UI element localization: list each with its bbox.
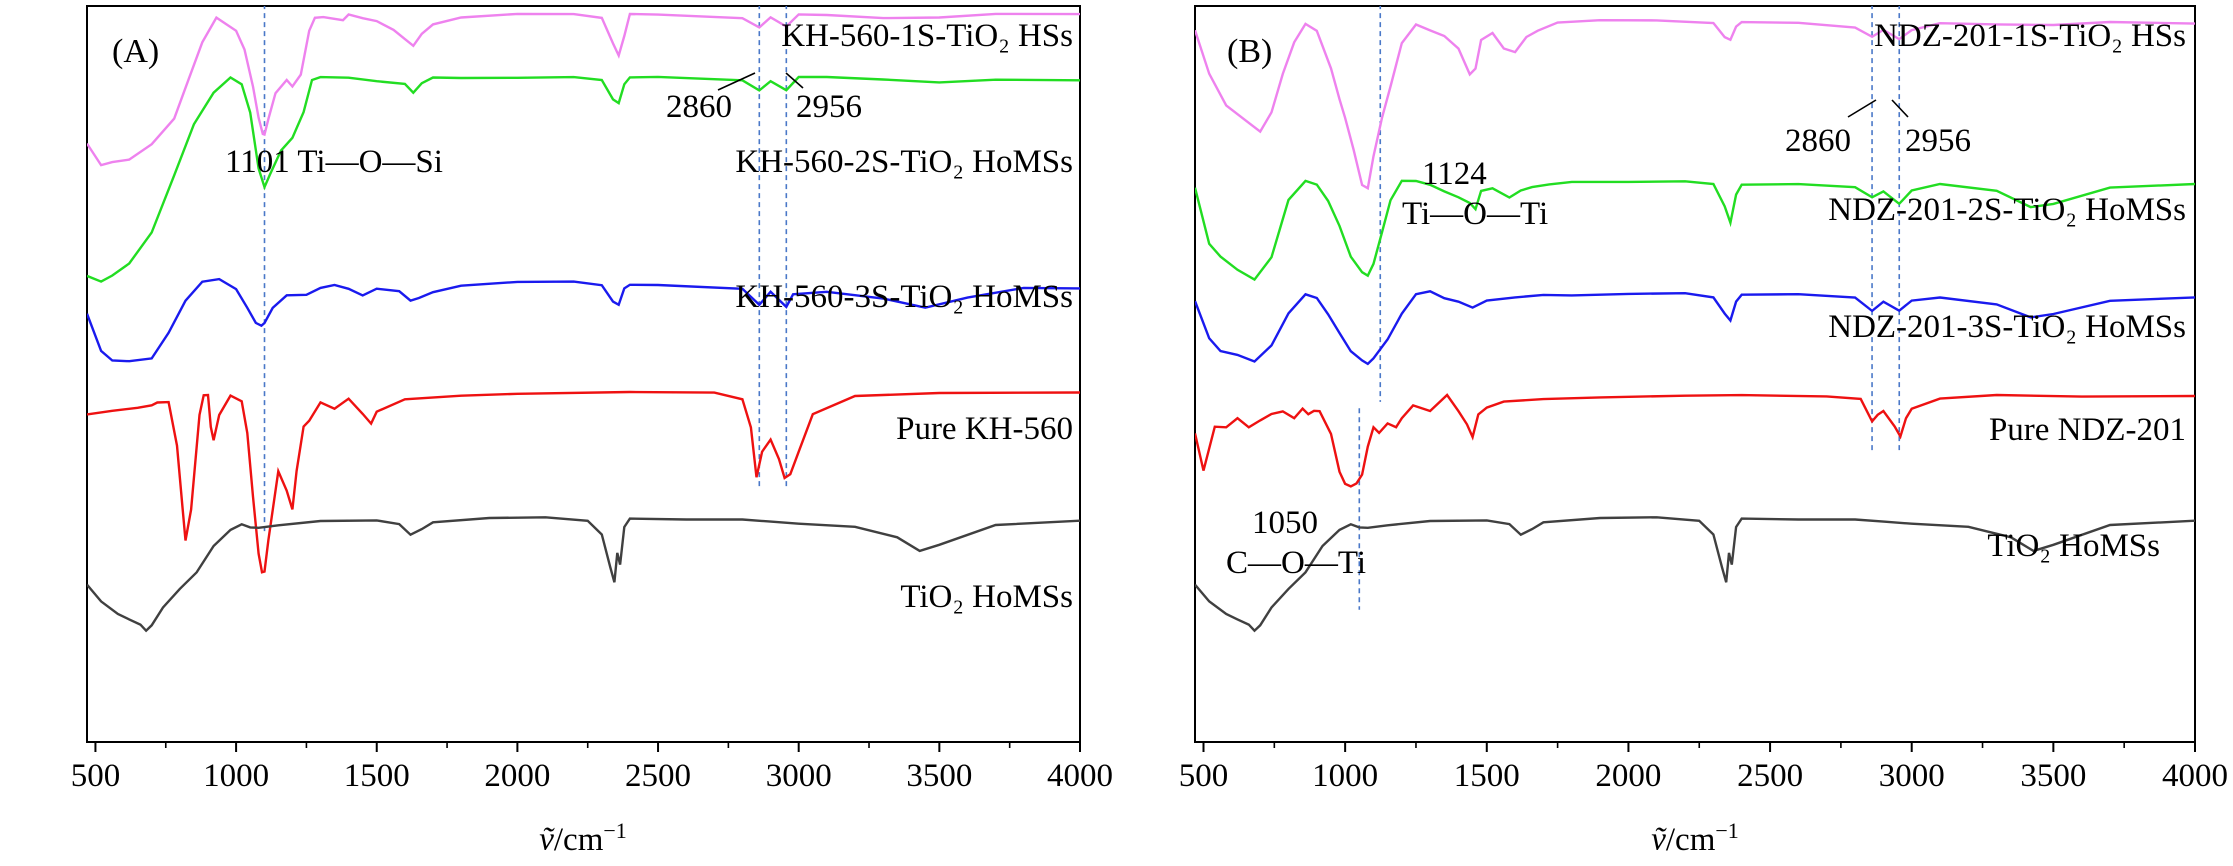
panel-b-xtick-label-1000: 1000 <box>1312 758 1378 794</box>
panel-b-xlabel-base: /cm <box>1666 822 1716 858</box>
panel-b-xtick-label-500: 500 <box>1179 758 1229 794</box>
panel-b-leader-2860 <box>1847 99 1877 118</box>
panel-a-annotation-2956: 2956 <box>796 89 862 125</box>
panel-a-annotation-1101: 1101 Ti—O—Si <box>225 144 443 180</box>
panel-b-curve-label-tio2: TiO₂ HoMSs <box>1987 528 2160 564</box>
panel-b-xtick-label-2000: 2000 <box>1595 758 1661 794</box>
panel-b-annotation-1124-number: 1124 <box>1422 156 1487 192</box>
panel-a-xlabel-nu: ṽ <box>539 822 555 858</box>
panel-a-series-tio2 <box>87 516 1080 633</box>
panel-b-curve-label-3s: NDZ-201-3S-TiO₂ HoMSs <box>1828 309 2186 345</box>
panel-a-xlabel-base: /cm <box>554 822 604 858</box>
panel-a-series-pure <box>87 390 1080 574</box>
panel-b-series-pure <box>1195 393 2195 488</box>
panel-b-annotation-1050-number: 1050 <box>1252 505 1318 541</box>
panel-b: (B) NDZ-201-1S-TiO₂ HSs NDZ-201-2S-TiO₂ … <box>1179 5 2228 859</box>
panel-a-xtick-label-1500: 1500 <box>344 758 410 794</box>
panel-a-xtick-label-2000: 2000 <box>484 758 550 794</box>
panel-b-xtick-label-2500: 2500 <box>1737 758 1803 794</box>
panel-b-x-axis: 500 1000 1500 2000 2500 3000 3500 4000 <box>1179 742 2228 794</box>
panel-a-series-2s <box>87 75 1080 283</box>
panel-a-xtick-label-4000: 4000 <box>1047 758 1113 794</box>
panel-a-leader-2956 <box>785 72 804 89</box>
panel-a-xtick-label-1000: 1000 <box>203 758 269 794</box>
panel-b-curve-label-1s: NDZ-201-1S-TiO₂ HSs <box>1874 18 2186 54</box>
panel-b-series-2s <box>1195 179 2195 282</box>
panel-b-label: (B) <box>1227 33 1272 70</box>
panel-b-annotation-2956: 2956 <box>1905 123 1971 159</box>
panel-b-xtick-label-3500: 3500 <box>2020 758 2086 794</box>
panel-a-curve-label-tio2: TiO₂ HoMSs <box>900 579 1073 615</box>
panel-a-label: (A) <box>112 33 159 70</box>
panel-a-x-axis: 500 1000 1500 2000 2500 3000 3500 4000 <box>71 742 1113 794</box>
panel-a-frame <box>86 5 1081 743</box>
panel-a-series-3s <box>87 277 1080 363</box>
panel-b-xlabel-sup: −1 <box>1715 818 1738 843</box>
panel-b-series-1s <box>1195 18 2195 191</box>
panel-a-curve-label-1s: KH-560-1S-TiO₂ HSs <box>781 18 1073 54</box>
panel-b-xlabel-nu: ṽ <box>1651 822 1667 858</box>
panel-a-xtick-label-2500: 2500 <box>625 758 691 794</box>
panel-a-curve-label-3s: KH-560-3S-TiO₂ HoMSs <box>735 279 1073 315</box>
panel-b-xtick-label-1500: 1500 <box>1454 758 1520 794</box>
panel-a-series-1s <box>87 12 1080 167</box>
panel-b-annotation-1124-bond: Ti—O—Ti <box>1402 196 1548 232</box>
panel-a-xtick-label-3500: 3500 <box>906 758 972 794</box>
panel-a-xtick-label-3000: 3000 <box>766 758 832 794</box>
panel-a-xlabel-sup: −1 <box>603 818 626 843</box>
panel-b-frame <box>1194 5 2196 743</box>
panel-b-annotation-1050: 1050 C—O—Ti <box>1226 505 1366 581</box>
panel-b-leader-2956 <box>1891 99 1909 118</box>
panel-b-xtick-label-4000: 4000 <box>2162 758 2228 794</box>
panel-a-leader-2860 <box>717 72 756 91</box>
panel-b-series-tio2 <box>1195 516 2195 633</box>
panel-a-xtick-label-500: 500 <box>71 758 121 794</box>
panel-b-xtick-label-3000: 3000 <box>1879 758 1945 794</box>
panel-b-annotation-1124: 1124 Ti—O—Ti <box>1402 156 1548 232</box>
panel-a-plot <box>87 6 1080 633</box>
panel-a-curve-label-pure: Pure KH-560 <box>896 411 1073 447</box>
panel-b-plot <box>1195 6 2195 633</box>
panel-a: (A) KH-560-1S-TiO₂ HSs KH-560-2S-TiO₂ Ho… <box>71 5 1113 859</box>
panel-b-annotation-2860: 2860 <box>1785 123 1851 159</box>
panel-a-annotation-2860: 2860 <box>666 89 732 125</box>
panel-b-annotation-1050-bond: C—O—Ti <box>1226 545 1366 581</box>
panel-b-curve-label-pure: Pure NDZ-201 <box>1989 412 2186 448</box>
panel-b-curve-label-2s: NDZ-201-2S-TiO₂ HoMSs <box>1828 192 2186 228</box>
panel-a-x-axis-title: ṽ/cm−1 <box>539 818 627 859</box>
panel-b-series-3s <box>1195 290 2195 366</box>
panel-a-curve-label-2s: KH-560-2S-TiO₂ HoMSs <box>735 144 1073 180</box>
panel-b-x-axis-title: ṽ/cm−1 <box>1651 818 1739 859</box>
